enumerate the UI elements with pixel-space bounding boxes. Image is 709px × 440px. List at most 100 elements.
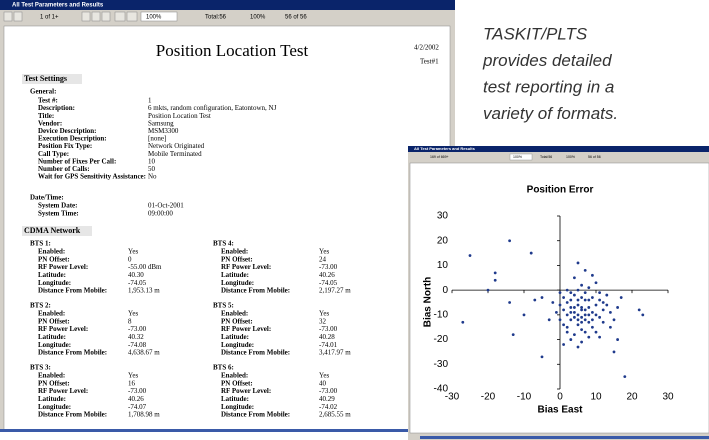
page-indicator: 169 of 669+ xyxy=(430,155,449,159)
field-label: Distance From Mobile: xyxy=(38,411,107,419)
field-value: 50 xyxy=(148,165,156,173)
x-tick-label: 10 xyxy=(590,392,602,403)
point xyxy=(562,343,565,346)
field-value: 16 xyxy=(128,379,136,387)
window-edge xyxy=(0,429,455,432)
point xyxy=(565,325,569,329)
field-label: Latitude: xyxy=(221,333,249,341)
field-value: 24 xyxy=(319,255,327,263)
y-tick-label: 10 xyxy=(437,260,449,271)
field-label: Execution Description: xyxy=(38,135,107,143)
y-axis-label: Bias North xyxy=(423,277,434,328)
last-button[interactable] xyxy=(91,11,101,22)
field-value: -73.00 xyxy=(128,325,147,333)
field-value: Yes xyxy=(128,372,138,380)
y-tick-label: 0 xyxy=(442,285,448,296)
zoom-value: 100% xyxy=(513,155,522,159)
field-value: 2,197.27 m xyxy=(319,287,351,295)
point xyxy=(573,310,576,314)
bts-name: BTS 6: xyxy=(213,364,234,372)
point xyxy=(573,293,576,297)
field-value: No xyxy=(148,173,157,181)
point xyxy=(598,315,601,319)
title-bar xyxy=(408,146,709,152)
point xyxy=(580,320,583,324)
point xyxy=(609,325,612,329)
point xyxy=(573,315,576,319)
field-label: RF Power Level: xyxy=(38,387,88,395)
field-value: -74.02 xyxy=(319,403,338,411)
field-label: Enabled: xyxy=(221,310,248,318)
export-button[interactable] xyxy=(126,11,138,22)
field-value: -55.00 dBm xyxy=(128,263,162,271)
field-value: -73.00 xyxy=(319,263,338,271)
field-value: -74.05 xyxy=(128,279,147,287)
field-label: Position Fix Type: xyxy=(38,142,92,150)
group-heading: General: xyxy=(30,88,56,96)
point xyxy=(612,318,616,322)
count-label: 56 of 56 xyxy=(285,15,307,21)
point xyxy=(591,273,594,277)
field-label: Latitude: xyxy=(38,333,66,341)
point xyxy=(555,310,558,314)
page-indicator: 1 of 1+ xyxy=(40,15,59,21)
field-label: PN Offset: xyxy=(38,317,70,325)
point xyxy=(576,323,580,327)
field-value: 10 xyxy=(148,157,156,165)
point xyxy=(594,313,598,317)
point xyxy=(583,298,587,302)
section-box xyxy=(22,74,82,84)
field-value: 09:00:00 xyxy=(148,210,173,218)
field-value: Yes xyxy=(128,248,138,256)
field-label: PN Offset: xyxy=(221,379,253,387)
y-tick-label: -30 xyxy=(434,359,449,370)
section-heading: CDMA Network xyxy=(24,226,81,235)
field-label: RF Power Level: xyxy=(221,263,271,271)
field-label: Longitude: xyxy=(38,403,71,411)
section-heading: Test Settings xyxy=(24,74,67,83)
point xyxy=(594,330,598,334)
first-button[interactable] xyxy=(3,11,13,22)
point xyxy=(594,303,598,307)
title-bar xyxy=(0,0,455,10)
zoom-select[interactable] xyxy=(140,11,178,22)
field-value: 40 xyxy=(319,379,327,387)
bts-name: BTS 1: xyxy=(30,240,51,248)
point xyxy=(605,293,609,297)
field-value: Network Originated xyxy=(148,142,205,150)
field-value: Yes xyxy=(319,372,329,380)
field-value: MSM3300 xyxy=(148,127,179,135)
field-label: Latitude: xyxy=(221,395,249,403)
field-label: RF Power Level: xyxy=(221,387,271,395)
point xyxy=(558,291,562,295)
prev-button[interactable] xyxy=(13,11,23,22)
point xyxy=(619,296,623,299)
field-value: Mobile Terminated xyxy=(148,150,202,158)
field-label: Wait for GPS Sensitivity Assistance: xyxy=(38,173,146,181)
point xyxy=(583,330,587,334)
point xyxy=(580,308,583,312)
point xyxy=(601,308,605,312)
point xyxy=(569,318,573,322)
field-label: Distance From Mobile: xyxy=(221,411,290,419)
point xyxy=(594,281,598,285)
print-button[interactable] xyxy=(114,11,126,22)
field-value: Position Location Test xyxy=(148,112,211,120)
point xyxy=(601,301,605,304)
point xyxy=(576,298,580,302)
point xyxy=(587,286,591,290)
point xyxy=(623,375,627,379)
window-title: All Test Parameters and Results xyxy=(12,3,104,9)
stop-button[interactable] xyxy=(101,11,111,22)
field-label: Enabled: xyxy=(38,372,65,380)
field-value: 32 xyxy=(319,317,327,325)
field-label: PN Offset: xyxy=(38,255,70,263)
field-label: Distance From Mobile: xyxy=(38,349,107,357)
x-tick-label: 30 xyxy=(662,392,674,403)
field-label: Description: xyxy=(38,104,75,112)
zoom-select[interactable] xyxy=(509,153,533,161)
bts-name: BTS 3: xyxy=(30,364,51,372)
point xyxy=(576,345,580,349)
next-button[interactable] xyxy=(81,11,91,22)
point xyxy=(609,310,612,314)
